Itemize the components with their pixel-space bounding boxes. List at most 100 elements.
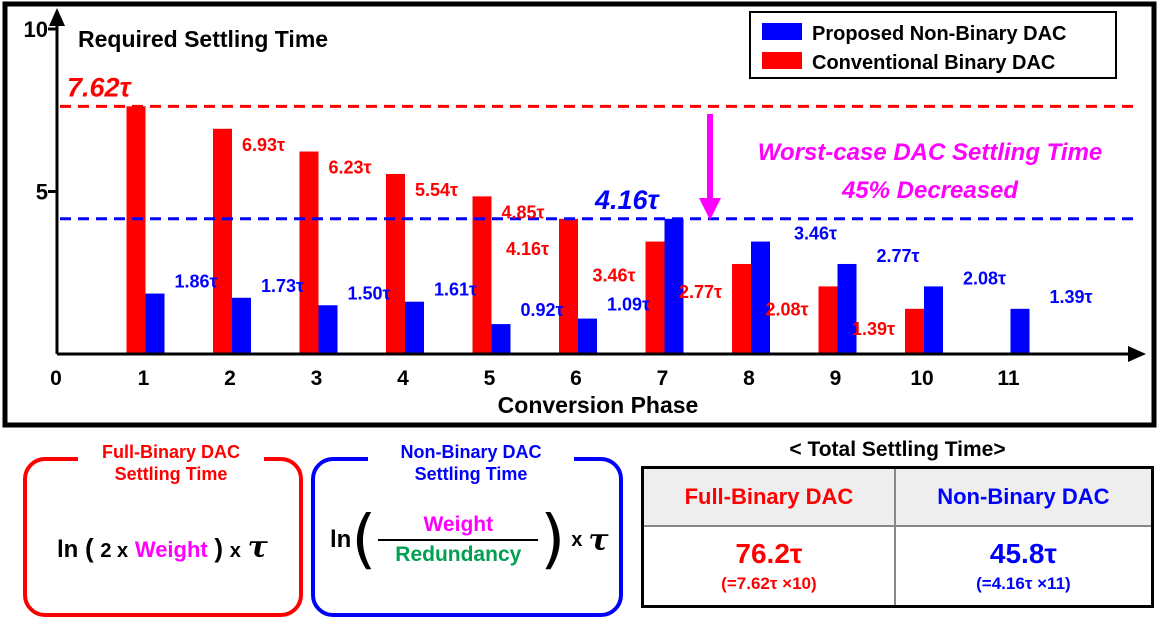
settling-time-chart: 0 1 2 3 4 5 6 7 8 9 10 11 5 10 7.62τ 4.16τ 6.93τ 6.23τ 5… xyxy=(2,1,1157,428)
table-header-nonbinary: Non-Binary DAC xyxy=(893,466,1154,527)
fraction-bar xyxy=(378,539,539,541)
nonbinary-denominator: Redundancy xyxy=(395,543,522,566)
data-label-nonbinary-10: 2.08τ xyxy=(963,268,1006,288)
bar-nonbinary-10 xyxy=(924,286,943,354)
bar-binary-10 xyxy=(905,308,924,354)
bar-nonbinary-9 xyxy=(837,263,857,354)
nonbinary-title-line1: Non-Binary DAC xyxy=(400,442,542,462)
data-label-binary-9: 2.08τ xyxy=(766,299,809,319)
x-axis-label: Conversion Phase xyxy=(498,392,699,418)
bar-nonbinary-3 xyxy=(318,305,338,354)
bar-binary-5 xyxy=(472,196,492,354)
nonbinary-ln: ln xyxy=(330,526,352,553)
x-tick-5: 5 xyxy=(484,367,496,390)
table-header-binary: Full-Binary DAC xyxy=(641,466,896,527)
data-label-binary-8: 2.77τ xyxy=(679,282,722,302)
bar-nonbinary-11 xyxy=(1010,308,1030,354)
legend-label-binary: Conventional Binary DAC xyxy=(812,52,1055,74)
data-label-binary-7: 3.46τ xyxy=(593,266,636,286)
binary-title-line1: Full-Binary DAC xyxy=(101,442,240,462)
binary-title-line2: Settling Time xyxy=(114,464,228,484)
bar-binary-6 xyxy=(559,218,578,354)
x-tick-2: 2 xyxy=(224,367,236,390)
legend: Proposed Non-Binary DAC Conventional Bin… xyxy=(749,11,1117,79)
data-label-nonbinary-11: 1.39τ xyxy=(1050,287,1093,307)
bar-nonbinary-2 xyxy=(232,297,251,354)
data-label-binary-3: 6.23τ xyxy=(329,158,372,178)
data-label-nonbinary-9: 2.77τ xyxy=(877,246,920,266)
binary-factor: 2 x xyxy=(100,540,129,562)
binary-ln: ln xyxy=(57,536,79,563)
bar-nonbinary-6 xyxy=(578,318,597,354)
data-label-binary-10: 1.39τ xyxy=(852,319,895,339)
bar-nonbinary-7 xyxy=(664,218,684,354)
bar-binary-2 xyxy=(213,128,232,354)
x-tick-1: 1 xyxy=(138,367,150,390)
chart-title: Required Settling Time xyxy=(78,26,328,52)
reference-label-binary: 7.62τ xyxy=(67,72,133,102)
annotation-line1: Worst-case DAC Settling Time xyxy=(758,139,1103,166)
binary-total-detail: (=7.62τ ×10) xyxy=(721,574,817,593)
x-tick-6: 6 xyxy=(570,367,582,390)
table-cell-nonbinary: 45.8τ (=4.16τ ×11) xyxy=(893,525,1154,608)
x-tick-10: 10 xyxy=(910,367,933,390)
y-axis-arrow-icon xyxy=(49,8,65,26)
binary-weight: Weight xyxy=(134,537,208,562)
y-tick-10: 10 xyxy=(24,17,48,42)
x-tick-11: 11 xyxy=(997,367,1020,390)
total-table-title: < Total Settling Time> xyxy=(789,438,1006,461)
data-label-binary-2: 6.93τ xyxy=(242,135,285,155)
nonbinary-numerator: Weight xyxy=(423,513,494,536)
nonbinary-title-line2: Settling Time xyxy=(414,464,528,484)
data-label-binary-6: 4.16τ xyxy=(506,239,549,259)
data-label-nonbinary-1: 1.86τ xyxy=(175,272,218,292)
data-label-nonbinary-4: 1.61τ xyxy=(434,280,477,300)
table-header-row: Full-Binary DAC Non-Binary DAC xyxy=(641,466,1154,527)
table-cell-binary: 76.2τ (=7.62τ ×10) xyxy=(641,525,896,608)
annotation-line2: 45% Decreased xyxy=(841,177,1019,204)
x-axis-arrow-icon xyxy=(1128,346,1146,362)
nonbinary-tau: τ xyxy=(588,522,609,558)
legend-swatch-binary xyxy=(762,52,802,69)
binary-formula: ln ( 2 x Weight ) x τ xyxy=(57,530,268,565)
data-label-nonbinary-8: 3.46τ xyxy=(794,224,837,244)
x-tick-9: 9 xyxy=(830,367,842,390)
bar-binary-8 xyxy=(732,263,751,354)
nonbinary-formula-title: Non-Binary DAC Settling Time xyxy=(368,441,574,485)
worst-case-annotation: Worst-case DAC Settling Time 45% Decreas… xyxy=(699,114,1102,220)
x-tick-7: 7 xyxy=(657,367,669,390)
nonbinary-formula: ln ( Weight Redundancy ) x τ xyxy=(330,503,609,577)
table-row: 76.2τ (=7.62τ ×10) 45.8τ (=4.16τ ×11) xyxy=(641,525,1154,608)
data-label-nonbinary-5: 0.92τ xyxy=(521,300,564,320)
bar-binary-4 xyxy=(386,173,405,354)
legend-label-nonbinary: Proposed Non-Binary DAC xyxy=(812,23,1066,45)
x-tick-3: 3 xyxy=(311,367,323,390)
bar-binary-3 xyxy=(299,151,319,354)
binary-tau: τ xyxy=(247,530,268,565)
binary-total-value: 76.2τ xyxy=(735,538,803,569)
data-label-nonbinary-3: 1.50τ xyxy=(348,283,391,303)
nonbinary-fraction: Weight Redundancy xyxy=(378,513,539,567)
y-tick-5: 5 xyxy=(36,180,48,205)
chart-frame xyxy=(2,1,1157,428)
bar-nonbinary-8 xyxy=(751,241,770,354)
binary-times: x xyxy=(229,540,241,562)
data-label-binary-5: 4.85τ xyxy=(502,202,545,222)
bar-binary-1 xyxy=(126,106,146,354)
total-settling-table: Full-Binary DAC Non-Binary DAC 76.2τ (=7… xyxy=(641,466,1154,608)
bar-nonbinary-1 xyxy=(145,293,165,354)
legend-swatch-nonbinary xyxy=(762,23,802,40)
x-tick-8: 8 xyxy=(743,367,755,390)
binary-formula-title: Full-Binary DAC Settling Time xyxy=(78,441,264,485)
down-arrow-icon xyxy=(699,198,721,220)
reference-label-nonbinary: 4.16τ xyxy=(594,185,661,215)
bar-nonbinary-5 xyxy=(491,324,511,354)
data-label-nonbinary-6: 1.09τ xyxy=(607,295,650,315)
data-label-nonbinary-2: 1.73τ xyxy=(261,276,304,296)
bar-nonbinary-4 xyxy=(405,301,424,354)
nonbinary-total-value: 45.8τ xyxy=(989,538,1057,569)
nonbinary-total-detail: (=4.16τ ×11) xyxy=(976,574,1071,593)
x-tick-4: 4 xyxy=(397,367,409,390)
bar-binary-7 xyxy=(645,241,665,354)
data-label-binary-4: 5.54τ xyxy=(415,180,458,200)
